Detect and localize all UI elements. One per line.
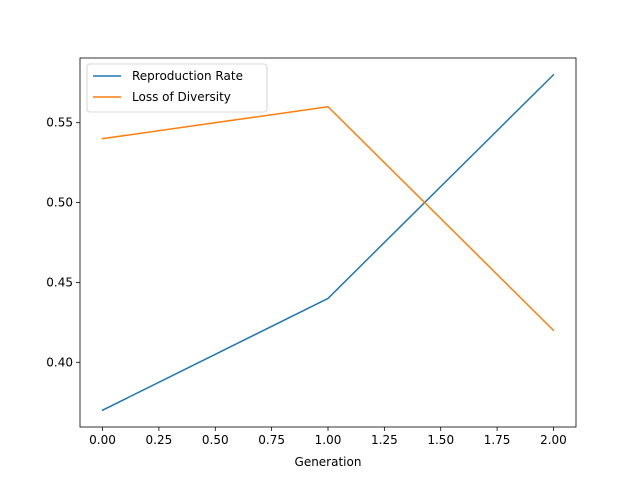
legend-label-1: Loss of Diversity: [132, 90, 231, 104]
x-tick-label: 0.75: [258, 433, 285, 447]
y-tick-label: 0.40: [46, 355, 73, 369]
series-line-1: [101, 105, 555, 332]
x-tick-label: 2.00: [540, 433, 567, 447]
x-axis-label: Generation: [295, 455, 362, 469]
x-tick-label: 1.50: [427, 433, 454, 447]
legend-box: [86, 63, 268, 113]
plot-area-frame: [79, 57, 577, 428]
x-axis-ticks: 0.00 0.25 0.50 0.75 1.00 1.25 1.50 1.75 2.00: [89, 427, 567, 447]
y-tick-label: 0.50: [46, 196, 73, 210]
x-tick-label: 1.75: [484, 433, 511, 447]
legend: Reproduction Rate Loss of Diversity: [86, 63, 268, 113]
x-tick-label: 1.25: [371, 433, 398, 447]
legend-label-0: Reproduction Rate: [132, 69, 243, 83]
x-tick-label: 0.50: [202, 433, 229, 447]
x-tick-label: 0.00: [89, 433, 116, 447]
series-line-0: [101, 73, 555, 412]
x-tick-label: 1.00: [315, 433, 342, 447]
x-tick-label: 0.25: [146, 433, 173, 447]
y-axis-ticks: 0.40 0.45 0.50 0.55: [46, 116, 80, 369]
y-tick-label: 0.55: [46, 116, 73, 130]
y-tick-label: 0.45: [46, 275, 73, 289]
series-lines: [101, 73, 555, 412]
